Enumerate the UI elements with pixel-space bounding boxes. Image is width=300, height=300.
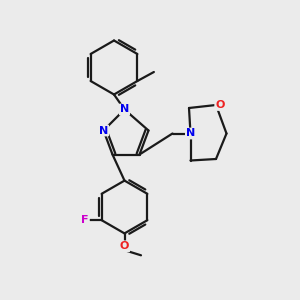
Text: O: O [215, 100, 225, 110]
Text: N: N [99, 125, 108, 136]
Text: O: O [120, 241, 129, 251]
Text: N: N [186, 128, 195, 139]
Text: F: F [81, 215, 89, 225]
Text: N: N [120, 104, 129, 115]
